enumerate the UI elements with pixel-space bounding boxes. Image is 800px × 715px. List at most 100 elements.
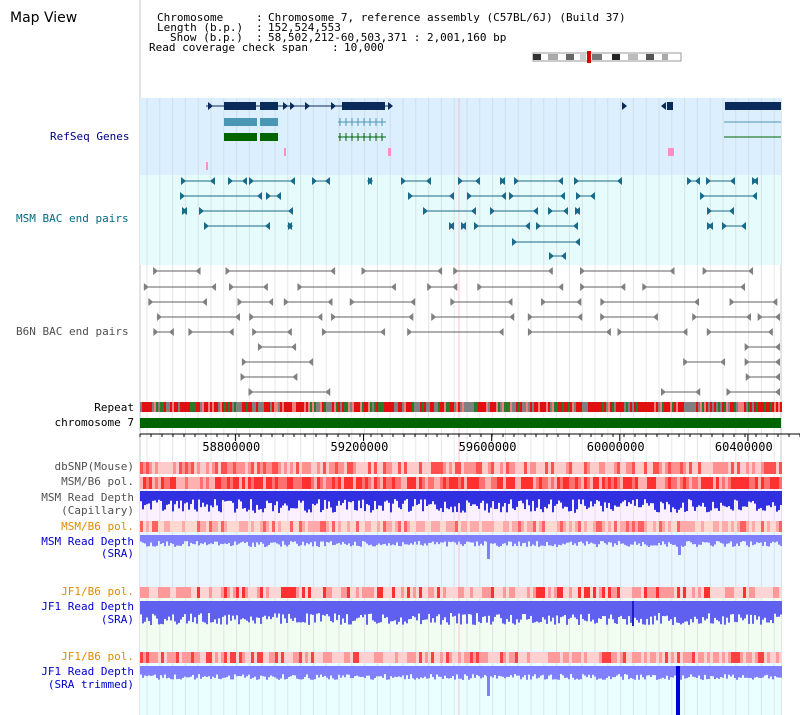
msm-b6-pol-2-cell (338, 521, 341, 532)
msm-depth-capillary-bar (508, 491, 510, 504)
msm-bac-end (182, 207, 187, 215)
msm-depth-sra-bar (386, 535, 388, 546)
jf1-b6-pol-2-cell (632, 652, 635, 663)
jf1-depth-sra-bar (570, 601, 572, 618)
jf1-depth-trimmed-bar (326, 666, 328, 678)
track-label-b6n-bac[interactable]: B6N BAC end pairs (16, 325, 129, 338)
jf1-b6-pol-cell (653, 587, 656, 598)
repeat-block (336, 402, 338, 412)
msm-b6-pol-cell (278, 477, 281, 489)
track-label-jf1-depth-trimmed[interactable]: JF1 Read Depth (41, 665, 134, 678)
dbsnp-cell (737, 462, 740, 474)
jf1-b6-pol-2-cell (458, 652, 461, 663)
repeat-block (282, 402, 284, 412)
repeat-block (152, 402, 154, 412)
jf1-depth-sra-bar (290, 601, 292, 619)
track-label-dbsnp[interactable]: dbSNP(Mouse) (54, 460, 134, 473)
msm-b6-pol-2-cell (266, 521, 269, 532)
jf1-depth-sra-bar (144, 601, 146, 622)
repeat-block (604, 402, 606, 412)
repeat-block (214, 402, 216, 412)
jf1-b6-pol-cell (263, 587, 266, 598)
track-label-jf1-b6-pol-2[interactable]: JF1/B6 pol. (61, 650, 134, 663)
msm-b6-pol-cell (503, 477, 506, 489)
refseq-marker (206, 162, 208, 170)
msm-depth-capillary-bar (492, 491, 494, 502)
track-label-chromosome[interactable]: chromosome 7 (54, 416, 134, 429)
jf1-depth-trimmed-bar (520, 666, 522, 680)
jf1-b6-pol-2-cell (656, 652, 659, 663)
dbsnp-cell (758, 462, 761, 474)
jf1-depth-sra-bar (424, 601, 426, 620)
repeat-block (776, 402, 778, 412)
jf1-depth-trimmed-bar (162, 666, 164, 678)
jf1-b6-pol-cell (344, 587, 347, 598)
track-label-refseq[interactable]: RefSeq Genes (50, 130, 130, 143)
jf1-b6-pol-cell (506, 587, 509, 598)
msm-depth-capillary-bar (400, 491, 402, 510)
msm-depth-capillary-bar (734, 491, 736, 500)
dbsnp-cell (440, 462, 443, 474)
dbsnp-cell (722, 462, 725, 474)
jf1-depth-sra-bar (368, 601, 370, 615)
jf1-b6-pol-2-cell (722, 652, 725, 663)
track-label-jf1-b6-pol[interactable]: JF1/B6 pol. (61, 585, 134, 598)
msm-depth-sra-bar (502, 535, 504, 544)
track-label-msm-bac[interactable]: MSM BAC end pairs (16, 212, 129, 225)
msm-depth-capillary-bar (176, 491, 178, 501)
jf1-depth-trimmed-bar (454, 666, 456, 680)
jf1-depth-sra-bar (728, 601, 730, 623)
jf1-b6-pol-2-cell (701, 652, 704, 663)
jf1-depth-trimmed-bar (388, 666, 390, 680)
repeat-block (494, 402, 496, 412)
repeat-block (762, 402, 764, 412)
jf1-depth-sra-bar (726, 601, 728, 618)
jf1-depth-trimmed-bar (658, 666, 660, 680)
msm-b6-pol-cell (548, 477, 551, 489)
msm-b6-pol-2-cell (263, 521, 266, 532)
jf1-depth-sra-bar (550, 601, 552, 622)
gene-exon (260, 133, 278, 141)
dbsnp-cell (683, 462, 686, 474)
repeat-block (180, 402, 182, 412)
jf1-depth-sra-bar (564, 601, 566, 615)
msm-depth-capillary-bar (624, 491, 626, 501)
track-label-msm-depth-capillary[interactable]: MSM Read Depth (41, 491, 134, 504)
jf1-depth-trimmed-bar (432, 666, 434, 677)
jf1-b6-pol-cell (518, 587, 521, 598)
dbsnp-cell (434, 462, 437, 474)
msm-b6-pol-2-cell (470, 521, 473, 532)
jf1-depth-trimmed-bar (178, 666, 180, 679)
jf1-b6-pol-2-cell (236, 652, 239, 663)
dbsnp-cell (293, 462, 296, 474)
track-label-msm-depth-sra[interactable]: MSM Read Depth (41, 535, 134, 548)
msm-b6-pol-2-cell (707, 521, 710, 532)
track-label-msm-b6-pol-2[interactable]: MSM/B6 pol. (61, 520, 134, 533)
track-label-jf1-depth-sra[interactable]: JF1 Read Depth (41, 600, 134, 613)
jf1-b6-pol-2-cell (560, 652, 563, 663)
msm-b6-pol-cell (389, 477, 392, 489)
jf1-depth-trimmed-bar (682, 666, 684, 676)
msm-depth-sra-bar (156, 535, 158, 546)
track-label-msm-b6-pol[interactable]: MSM/B6 pol. (61, 475, 134, 488)
msm-b6-pol-2-cell (593, 521, 596, 532)
msm-depth-capillary-bar (408, 491, 410, 512)
jf1-b6-pol-cell (239, 587, 242, 598)
jf1-depth-trimmed-bar (484, 666, 486, 676)
jf1-depth-sra-bar (626, 601, 628, 625)
jf1-b6-pol-2-cell (203, 652, 206, 663)
msm-depth-capillary-bar (282, 491, 284, 506)
jf1-depth-sra-bar (518, 601, 520, 623)
jf1-b6-pol-cell (404, 587, 407, 598)
msm-b6-pol-2-cell (680, 521, 683, 532)
track-label-repeat[interactable]: Repeat (94, 401, 134, 414)
msm-b6-pol-cell (566, 477, 569, 489)
jf1-depth-trimmed-bar (500, 666, 502, 677)
jf1-depth-sra-bar (288, 601, 290, 614)
msm-b6-pol-2-cell (506, 521, 509, 532)
msm-bac-end (741, 222, 746, 230)
msm-depth-capillary-bar (504, 491, 506, 503)
jf1-depth-sra-bar (348, 601, 350, 625)
jf1-b6-pol-2-cell (695, 652, 698, 663)
msm-depth-capillary-bar (448, 491, 450, 510)
